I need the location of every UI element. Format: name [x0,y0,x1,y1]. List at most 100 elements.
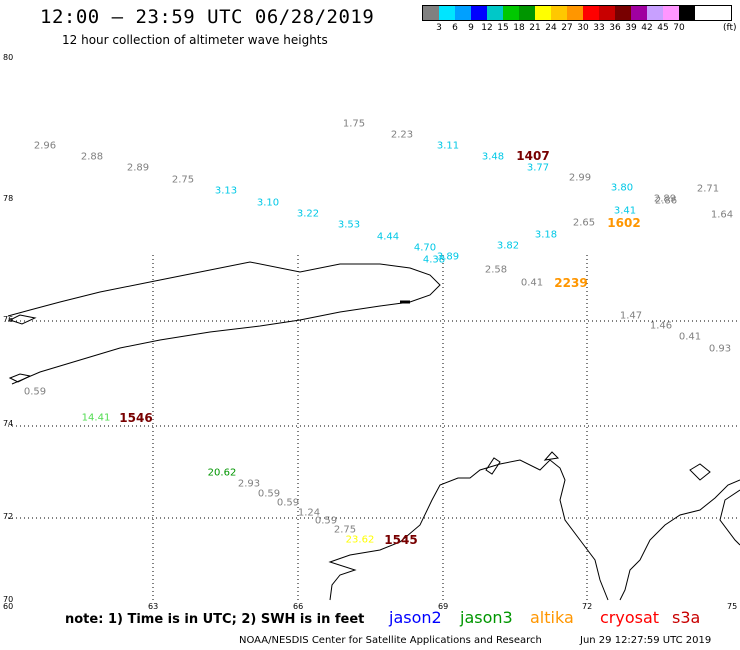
legend-swatch [535,6,551,20]
observation-time-label: 1545 [384,533,418,547]
legend-tick-label: 27 [561,23,573,33]
wave-height-label: 1.46 [649,320,673,332]
satellite-jason3: jason3 [460,608,513,627]
footer-note: note: 1) Time is in UTC; 2) SWH is in fe… [65,612,365,627]
wave-height-label: 4.38 [422,254,446,266]
wave-height-label: 2.96 [33,140,57,152]
lon-label-75: 75 [727,602,738,611]
wave-height-label: 0.59 [314,515,338,527]
lon-label-69: 69 [438,602,449,611]
legend-unit: (ft) [723,23,737,33]
legend-tick-label: 6 [452,23,458,33]
legend-swatch [647,6,663,20]
legend-tick-label: 15 [497,23,509,33]
wave-height-label: 2.75 [171,174,195,186]
observation-time-label: 1546 [119,411,153,425]
wave-height-label: 2.89 [126,162,150,174]
wave-height-label: 2.88 [80,151,104,163]
legend-swatch [519,6,535,20]
wave-height-label: 3.41 [613,205,637,217]
lat-label-70: 70 [3,595,14,604]
legend-swatch [487,6,503,20]
legend-tick-label: 33 [593,23,605,33]
legend-tick-label: 30 [577,23,589,33]
legend-swatches [422,5,732,21]
lon-label-66: 66 [293,602,304,611]
legend-tick-label: 39 [625,23,637,33]
page-subtitle: 12 hour collection of altimeter wave hei… [62,33,328,47]
legend-tick-label: 45 [657,23,669,33]
wave-height-label: 1.75 [342,118,366,130]
graticule [8,255,740,600]
page-title: 12:00 – 23:59 UTC 06/28/2019 [40,6,375,28]
legend-swatch [615,6,631,20]
wave-height-label: 0.59 [257,488,281,500]
legend-tick-label: 70 [673,23,685,33]
wave-height-label: 1.24 [297,507,321,519]
legend-swatch [679,6,695,20]
legend-swatch [455,6,471,20]
lon-label-63: 63 [148,602,159,611]
legend-tick-label: 18 [513,23,525,33]
wave-height-label: 0.41 [678,331,702,343]
coastline-mainland [328,451,740,601]
legend-tick-label: 21 [529,23,541,33]
wave-height-label: 3.48 [481,151,505,163]
lat-label-74: 74 [3,419,14,428]
satellite-jason2: jason2 [389,608,442,627]
wave-height-label: 0.41 [520,277,544,289]
lat-label-76: 76 [3,315,14,324]
lat-label-72: 72 [3,512,14,521]
wave-height-label: 0.59 [276,497,300,509]
wave-height-label: 3.13 [214,185,238,197]
wave-height-label: 3.77 [526,162,550,174]
wave-height-label: 2.75 [333,524,357,536]
color-legend: (ft) 3 6 9 12 15 18 21 24 27 30 33 36 39 42 45 70 [422,5,737,35]
legend-swatch [663,6,679,20]
generation-timestamp: Jun 29 12:27:59 UTC 2019 [580,635,712,646]
wave-height-label: 2.65 [572,217,596,229]
wave-height-label: 0.93 [708,343,732,355]
credit-line: NOAA/NESDIS Center for Satellite Applica… [239,635,542,646]
legend-swatch [631,6,647,20]
legend-swatch [551,6,567,20]
legend-swatch [503,6,519,20]
legend-swatch [471,6,487,20]
wave-height-label: 2.89 [653,193,677,205]
lon-label-60: 60 [3,602,14,611]
wave-height-label: 2.93 [237,478,261,490]
wave-height-label: 20.62 [207,467,237,479]
wave-height-label: 4.44 [376,231,400,243]
legend-tick-label: 42 [641,23,653,33]
satellite-altika: altika [530,608,574,627]
lat-label-78: 78 [3,194,14,203]
observation-time-label: 1407 [516,149,550,163]
wave-height-label: 2.58 [484,264,508,276]
wave-height-label: 3.10 [256,197,280,209]
wave-height-label: 2.86 [654,195,678,207]
observation-time-label: 2239 [554,276,588,290]
wave-height-label: 3.22 [296,208,320,220]
wave-height-label: 2.71 [696,183,720,195]
wave-height-label: 4.70 [413,242,437,254]
satellite-s3a: s3a [672,608,701,627]
wave-height-label: 2.99 [568,172,592,184]
satellite-cryosat: cryosat [600,608,660,627]
lon-label-72: 72 [582,602,593,611]
coastline-east [719,489,740,546]
wave-height-label: 14.41 [81,412,111,424]
wave-height-label: 3.53 [337,219,361,231]
legend-tick-label: 3 [436,23,442,33]
wave-height-label: 2.23 [390,129,414,141]
legend-ticks: (ft) 3 6 9 12 15 18 21 24 27 30 33 36 39 42 45 70 [422,21,736,35]
legend-tick-label: 24 [545,23,557,33]
wave-height-label: 3.18 [534,229,558,241]
legend-swatch [439,6,455,20]
wave-height-label: 1.64 [710,209,734,221]
legend-tick-label: 36 [609,23,621,33]
wave-height-label: 3.89 [436,251,460,263]
legend-swatch [599,6,615,20]
legend-swatch [423,6,439,20]
legend-swatch [567,6,583,20]
wave-height-label: 3.82 [496,240,520,252]
